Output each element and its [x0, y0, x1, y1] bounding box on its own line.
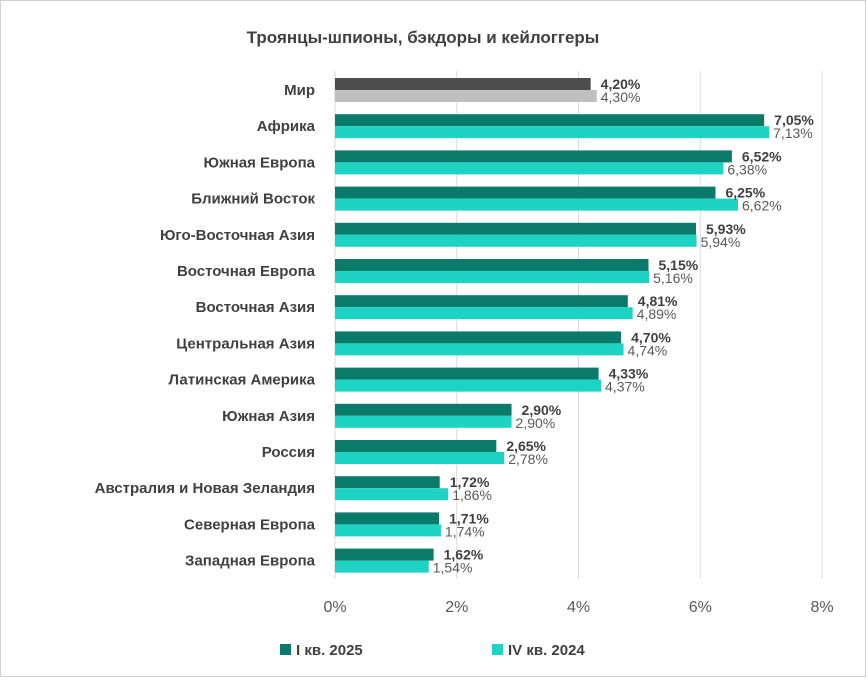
legend-label: I кв. 2025: [296, 642, 363, 659]
data-label-q1-2025: 5,93%: [706, 221, 746, 237]
data-label-q1-2025: 6,52%: [742, 148, 782, 164]
bar-q4-2024: [335, 379, 602, 392]
data-label-q4-2024: 6,38%: [727, 161, 767, 177]
category-label: Африка: [257, 118, 316, 135]
bar-q1-2025: [335, 295, 628, 308]
data-labels: 4,20%4,30% 7,05%7,13% 6,52%6,38% 6,25%6,62%…: [433, 76, 815, 576]
category-label: Россия: [262, 444, 315, 461]
bar-q1-2025: [335, 78, 591, 90]
category-label: Австралия и Новая Зеландия: [95, 480, 315, 497]
category-label: Юго-Восточная Азия: [160, 227, 315, 244]
bar-q4-2024: [335, 560, 429, 573]
data-label-q4-2024: 1,86%: [452, 487, 492, 503]
x-tick-label: 4%: [567, 599, 590, 616]
x-axis: 0% 2% 4% 6% 8%: [323, 599, 833, 616]
bar-q1-2025: [335, 548, 434, 561]
data-label-q1-2025: 4,33%: [609, 366, 649, 382]
data-label-q1-2025: 4,20%: [601, 76, 641, 92]
data-label-q1-2025: 2,90%: [522, 402, 562, 418]
bar-q1-2025: [335, 331, 622, 344]
data-label-q1-2025: 1,62%: [444, 547, 484, 563]
category-label: Ближний Восток: [191, 191, 315, 208]
bar-q1-2025: [335, 186, 716, 199]
bars: [335, 78, 770, 573]
bar-q4-2024: [335, 90, 597, 102]
data-label-q1-2025: 2,65%: [506, 438, 546, 454]
bar-q1-2025: [335, 512, 440, 525]
bar-q1-2025: [335, 367, 599, 380]
bar-q4-2024: [335, 126, 770, 139]
bar-q4-2024: [335, 307, 633, 320]
data-label-q4-2024: 6,62%: [742, 198, 782, 214]
data-label-q4-2024: 1,54%: [433, 560, 473, 576]
category-label: Латинская Америка: [169, 372, 316, 389]
data-label-q4-2024: 1,74%: [445, 523, 485, 539]
chart-title: Троянцы-шпионы, бэкдоры и кейлоггеры: [247, 28, 600, 47]
bar-q4-2024: [335, 524, 441, 537]
category-label: Центральная Азия: [176, 335, 315, 352]
bar-q1-2025: [335, 440, 497, 452]
bar-q4-2024: [335, 488, 449, 501]
legend-swatch: [280, 644, 291, 655]
legend: I кв. 2025 IV кв. 2024: [280, 642, 585, 659]
bar-q4-2024: [335, 198, 738, 211]
data-label-q1-2025: 5,15%: [659, 257, 699, 273]
bar-q4-2024: [335, 162, 724, 175]
x-tick-label: 8%: [810, 599, 833, 616]
x-tick-label: 0%: [323, 599, 346, 616]
legend-label: IV кв. 2024: [508, 642, 585, 659]
bar-q4-2024: [335, 234, 697, 247]
category-label: Южная Азия: [222, 408, 315, 425]
category-label: Восточная Европа: [177, 263, 316, 280]
bar-q1-2025: [335, 222, 696, 235]
data-label-q1-2025: 4,70%: [631, 329, 671, 345]
category-label: Южная Европа: [203, 154, 315, 171]
category-label: Западная Европа: [185, 553, 316, 570]
data-label-q4-2024: 7,13%: [773, 125, 813, 141]
legend-swatch: [492, 644, 503, 655]
x-tick-label: 6%: [689, 599, 712, 616]
data-label-q4-2024: 5,16%: [653, 270, 693, 286]
category-label: Восточная Азия: [196, 299, 315, 316]
data-label-q4-2024: 4,89%: [637, 306, 677, 322]
bar-q1-2025: [335, 114, 765, 127]
bar-q4-2024: [335, 343, 624, 356]
data-label-q4-2024: 4,37%: [605, 379, 645, 395]
data-label-q1-2025: 1,71%: [449, 510, 489, 526]
data-label-q4-2024: 5,94%: [701, 234, 741, 250]
data-label-q1-2025: 7,05%: [774, 112, 814, 128]
category-labels: Мир Африка Южная Европа Ближний Восток Юго-В…: [95, 82, 316, 570]
data-label-q4-2024: 4,30%: [601, 89, 641, 105]
bar-q4-2024: [335, 271, 650, 283]
data-label-q1-2025: 1,72%: [450, 474, 490, 490]
data-label-q4-2024: 2,90%: [516, 415, 556, 431]
gridlines: [334, 71, 823, 579]
bar-q4-2024: [335, 415, 512, 428]
data-label-q1-2025: 6,25%: [725, 185, 765, 201]
bar-q1-2025: [335, 476, 440, 489]
bar-q1-2025: [335, 150, 732, 163]
data-label-q1-2025: 4,81%: [638, 293, 678, 309]
category-label: Мир: [284, 82, 315, 99]
bar-q1-2025: [335, 403, 512, 416]
data-label-q4-2024: 2,78%: [508, 451, 548, 467]
bar-q4-2024: [335, 452, 505, 464]
category-label: Северная Европа: [184, 516, 316, 533]
x-tick-label: 2%: [445, 599, 468, 616]
data-label-q4-2024: 4,74%: [628, 342, 668, 358]
bar-q1-2025: [335, 259, 649, 271]
